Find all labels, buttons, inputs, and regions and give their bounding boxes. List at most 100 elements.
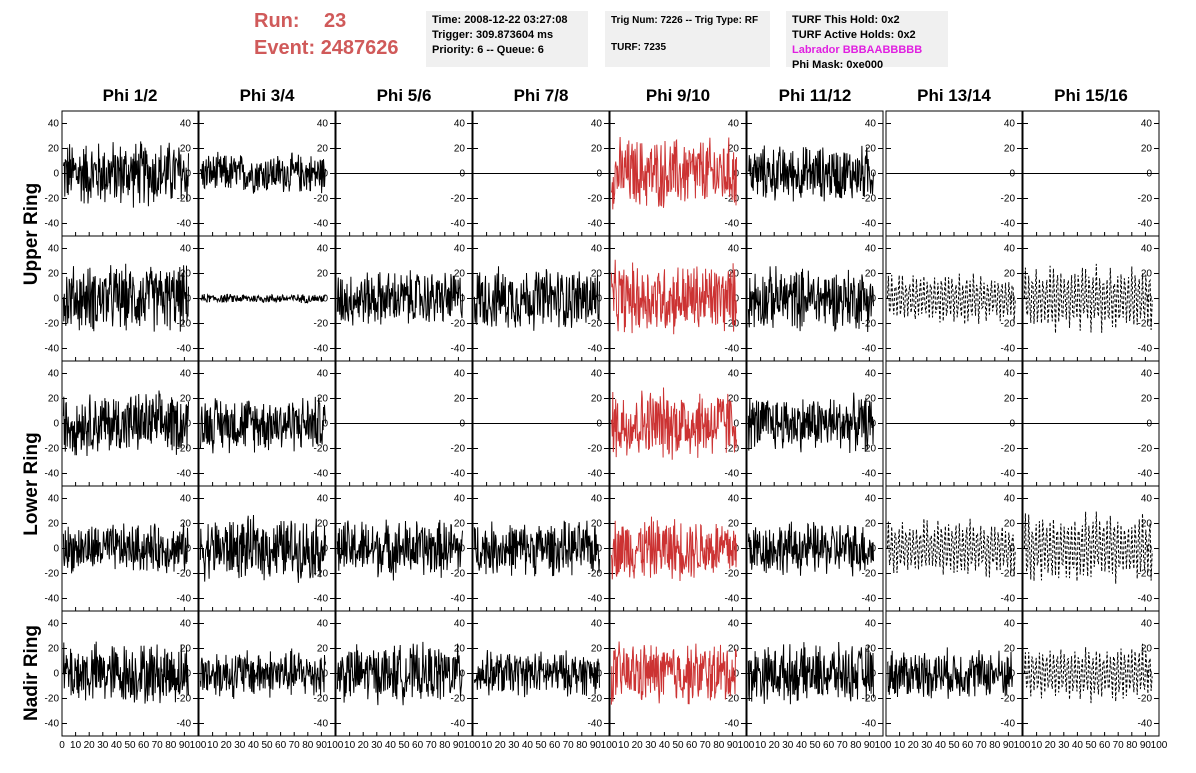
x-tick-label: 100 bbox=[1151, 740, 1168, 751]
x-tick-label: 90 bbox=[727, 740, 739, 751]
y-tick-label: -40 bbox=[1001, 344, 1016, 355]
x-tick-label: 70 bbox=[837, 740, 849, 751]
x-tick-label: 30 bbox=[508, 740, 520, 751]
x-tick-label: 40 bbox=[522, 740, 534, 751]
y-tick-label: -20 bbox=[725, 319, 740, 330]
y-tick-label: -20 bbox=[314, 569, 329, 580]
x-tick-label: 40 bbox=[659, 740, 671, 751]
y-tick-label: -40 bbox=[1138, 594, 1153, 605]
x-tick-label: 60 bbox=[1099, 740, 1111, 751]
column-title: Phi 7/8 bbox=[513, 86, 569, 105]
y-tick-label: 20 bbox=[1004, 394, 1016, 405]
y-tick-label: -40 bbox=[588, 719, 603, 730]
waveform-trace bbox=[199, 151, 326, 194]
y-tick-label: 20 bbox=[728, 519, 740, 530]
y-tick-label: -40 bbox=[451, 719, 466, 730]
y-tick-label: 20 bbox=[48, 644, 60, 655]
y-tick-label: 20 bbox=[1004, 644, 1016, 655]
waveform-trace bbox=[336, 641, 463, 706]
y-tick-label: 20 bbox=[454, 644, 466, 655]
waveform-trace bbox=[336, 519, 463, 581]
y-tick-label: -40 bbox=[862, 344, 877, 355]
x-tick-label: 100 bbox=[601, 740, 618, 751]
column-title: Phi 15/16 bbox=[1054, 86, 1128, 105]
y-tick-label: -20 bbox=[45, 319, 60, 330]
y-tick-label: 40 bbox=[48, 619, 60, 630]
y-tick-label: -40 bbox=[1138, 219, 1153, 230]
y-tick-label: -20 bbox=[1001, 319, 1016, 330]
y-tick-label: 20 bbox=[180, 394, 192, 405]
y-tick-label: 40 bbox=[1141, 494, 1153, 505]
x-tick-label: 20 bbox=[632, 740, 644, 751]
y-tick-label: -20 bbox=[177, 444, 192, 455]
y-tick-label: 40 bbox=[1141, 119, 1153, 130]
y-tick-label: 40 bbox=[317, 494, 329, 505]
y-tick-label: 40 bbox=[591, 244, 603, 255]
y-tick-label: 20 bbox=[591, 144, 603, 155]
y-tick-label: 40 bbox=[180, 369, 192, 380]
y-tick-label: 20 bbox=[591, 519, 603, 530]
run-value: 23 bbox=[324, 10, 347, 32]
column-title: Phi 3/4 bbox=[239, 86, 295, 105]
y-tick-label: -20 bbox=[725, 569, 740, 580]
waveform-trace bbox=[747, 145, 874, 202]
y-tick-label: 0 bbox=[1009, 669, 1015, 680]
y-tick-label: 20 bbox=[317, 519, 329, 530]
y-tick-label: -40 bbox=[588, 469, 603, 480]
x-tick-label: 50 bbox=[948, 740, 960, 751]
x-tick-label: 30 bbox=[371, 740, 383, 751]
y-tick-label: -40 bbox=[725, 594, 740, 605]
y-tick-label: 40 bbox=[1141, 244, 1153, 255]
x-tick-label: 40 bbox=[385, 740, 397, 751]
x-tick-label: 70 bbox=[976, 740, 988, 751]
y-tick-label: 0 bbox=[322, 669, 328, 680]
y-tick-label: -20 bbox=[451, 569, 466, 580]
x-tick-label: 30 bbox=[234, 740, 246, 751]
y-tick-label: -40 bbox=[177, 594, 192, 605]
y-tick-label: -20 bbox=[1138, 569, 1153, 580]
y-tick-label: -40 bbox=[451, 344, 466, 355]
y-tick-label: -40 bbox=[725, 219, 740, 230]
y-tick-label: 40 bbox=[454, 494, 466, 505]
y-tick-label: -40 bbox=[588, 344, 603, 355]
column-title: Phi 11/12 bbox=[778, 86, 852, 105]
y-tick-label: 20 bbox=[317, 394, 329, 405]
x-tick-label: 10 bbox=[618, 740, 630, 751]
y-tick-label: 40 bbox=[1141, 619, 1153, 630]
y-tick-label: 40 bbox=[1004, 619, 1016, 630]
y-tick-label: -20 bbox=[1138, 194, 1153, 205]
y-tick-label: -40 bbox=[1001, 594, 1016, 605]
x-tick-label: 100 bbox=[464, 740, 481, 751]
y-tick-label: -40 bbox=[314, 219, 329, 230]
y-tick-label: 40 bbox=[728, 119, 740, 130]
x-tick-label: 30 bbox=[921, 740, 933, 751]
trigger-text: Trigger: 309.873604 ms bbox=[432, 29, 554, 41]
x-tick-label: 50 bbox=[1085, 740, 1097, 751]
y-tick-label: 0 bbox=[1009, 294, 1015, 305]
x-tick-label: 50 bbox=[672, 740, 684, 751]
y-tick-label: 40 bbox=[591, 494, 603, 505]
y-tick-label: 20 bbox=[1141, 394, 1153, 405]
y-tick-label: 40 bbox=[865, 369, 877, 380]
waveform-trace bbox=[747, 392, 874, 454]
waveform-trace bbox=[610, 516, 737, 582]
y-tick-label: -20 bbox=[588, 444, 603, 455]
y-tick-label: 20 bbox=[1141, 269, 1153, 280]
x-tick-label: 60 bbox=[412, 740, 424, 751]
y-tick-label: 40 bbox=[454, 369, 466, 380]
x-tick-label: 10 bbox=[207, 740, 219, 751]
run-event-header: Run: 23 Event: 2487626 bbox=[254, 8, 399, 62]
waveform-trace bbox=[336, 270, 463, 326]
x-tick-label: 20 bbox=[1045, 740, 1057, 751]
